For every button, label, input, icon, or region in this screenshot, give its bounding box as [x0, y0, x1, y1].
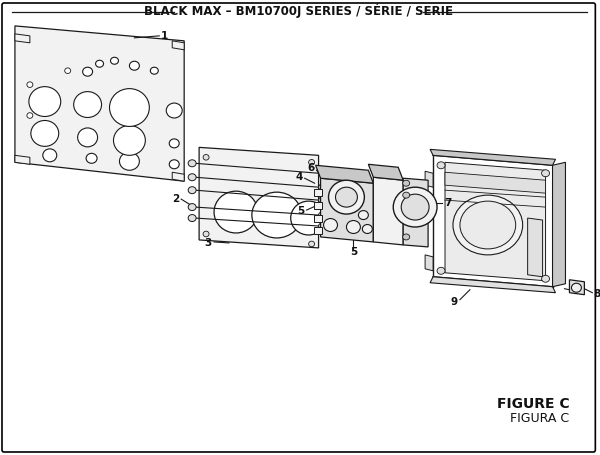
Polygon shape	[445, 162, 545, 281]
Ellipse shape	[403, 180, 410, 186]
Polygon shape	[172, 41, 184, 50]
Polygon shape	[172, 172, 184, 181]
Polygon shape	[403, 178, 428, 247]
Bar	[314, 189, 322, 196]
Ellipse shape	[403, 234, 410, 240]
Text: 4: 4	[295, 172, 302, 182]
Ellipse shape	[188, 187, 196, 194]
Ellipse shape	[86, 153, 97, 163]
Polygon shape	[368, 164, 403, 180]
Ellipse shape	[188, 215, 196, 222]
Ellipse shape	[29, 86, 61, 116]
Text: 1: 1	[161, 31, 169, 41]
Ellipse shape	[403, 192, 410, 198]
Polygon shape	[569, 280, 584, 295]
Text: 7: 7	[444, 198, 451, 208]
Ellipse shape	[437, 268, 445, 274]
Polygon shape	[15, 26, 184, 181]
Ellipse shape	[542, 170, 550, 177]
Ellipse shape	[203, 231, 209, 237]
Ellipse shape	[188, 203, 196, 211]
Polygon shape	[425, 171, 433, 187]
Ellipse shape	[346, 221, 361, 233]
Polygon shape	[316, 165, 373, 183]
Text: 5: 5	[298, 206, 305, 216]
Polygon shape	[425, 255, 433, 271]
Ellipse shape	[329, 180, 364, 214]
Ellipse shape	[460, 201, 515, 249]
Ellipse shape	[319, 171, 325, 176]
Polygon shape	[445, 172, 545, 193]
Ellipse shape	[437, 162, 445, 169]
Ellipse shape	[358, 211, 368, 219]
Ellipse shape	[542, 275, 550, 282]
Ellipse shape	[571, 283, 581, 292]
Ellipse shape	[65, 68, 71, 74]
Ellipse shape	[203, 155, 209, 160]
Ellipse shape	[214, 191, 258, 233]
Ellipse shape	[319, 184, 325, 190]
Bar	[314, 215, 322, 222]
Ellipse shape	[113, 126, 145, 155]
Ellipse shape	[110, 89, 149, 126]
Ellipse shape	[27, 82, 33, 87]
Ellipse shape	[166, 103, 182, 118]
Text: 6: 6	[307, 163, 314, 173]
Ellipse shape	[169, 160, 179, 169]
Text: 8: 8	[593, 289, 600, 298]
Text: 3: 3	[205, 238, 212, 248]
Polygon shape	[15, 34, 30, 43]
Ellipse shape	[319, 197, 325, 203]
Ellipse shape	[319, 223, 325, 229]
Ellipse shape	[308, 160, 314, 165]
FancyBboxPatch shape	[2, 3, 595, 452]
Ellipse shape	[401, 194, 429, 220]
Text: FIGURA C: FIGURA C	[511, 412, 569, 425]
Polygon shape	[199, 147, 319, 248]
Polygon shape	[553, 162, 565, 287]
Ellipse shape	[77, 128, 98, 147]
Ellipse shape	[151, 67, 158, 74]
Polygon shape	[373, 177, 403, 245]
Ellipse shape	[188, 160, 196, 167]
Ellipse shape	[31, 121, 59, 147]
Text: BLACK MAX – BM10700J SERIES / SÉRIE / SERIE: BLACK MAX – BM10700J SERIES / SÉRIE / SE…	[144, 4, 453, 18]
Bar	[314, 227, 322, 234]
Text: FIGURE C: FIGURE C	[497, 397, 569, 411]
Polygon shape	[15, 155, 30, 164]
Ellipse shape	[323, 218, 337, 232]
Ellipse shape	[130, 61, 139, 70]
Ellipse shape	[308, 241, 314, 247]
Ellipse shape	[335, 187, 358, 207]
Ellipse shape	[252, 192, 302, 238]
Ellipse shape	[188, 174, 196, 181]
Polygon shape	[430, 277, 556, 293]
Ellipse shape	[169, 139, 179, 148]
Polygon shape	[320, 178, 373, 242]
Ellipse shape	[393, 187, 437, 227]
Ellipse shape	[110, 57, 118, 64]
Ellipse shape	[27, 113, 33, 118]
Ellipse shape	[291, 201, 326, 235]
Polygon shape	[430, 149, 556, 165]
Ellipse shape	[453, 195, 523, 255]
Text: 2: 2	[172, 194, 179, 204]
Ellipse shape	[43, 149, 57, 162]
Ellipse shape	[119, 152, 139, 170]
Text: 9: 9	[451, 297, 458, 307]
Ellipse shape	[83, 67, 92, 76]
Ellipse shape	[319, 212, 325, 218]
Ellipse shape	[362, 224, 373, 233]
Bar	[314, 202, 322, 209]
Ellipse shape	[74, 91, 101, 117]
Polygon shape	[527, 218, 542, 277]
Text: 5: 5	[350, 247, 357, 257]
Ellipse shape	[95, 60, 104, 67]
